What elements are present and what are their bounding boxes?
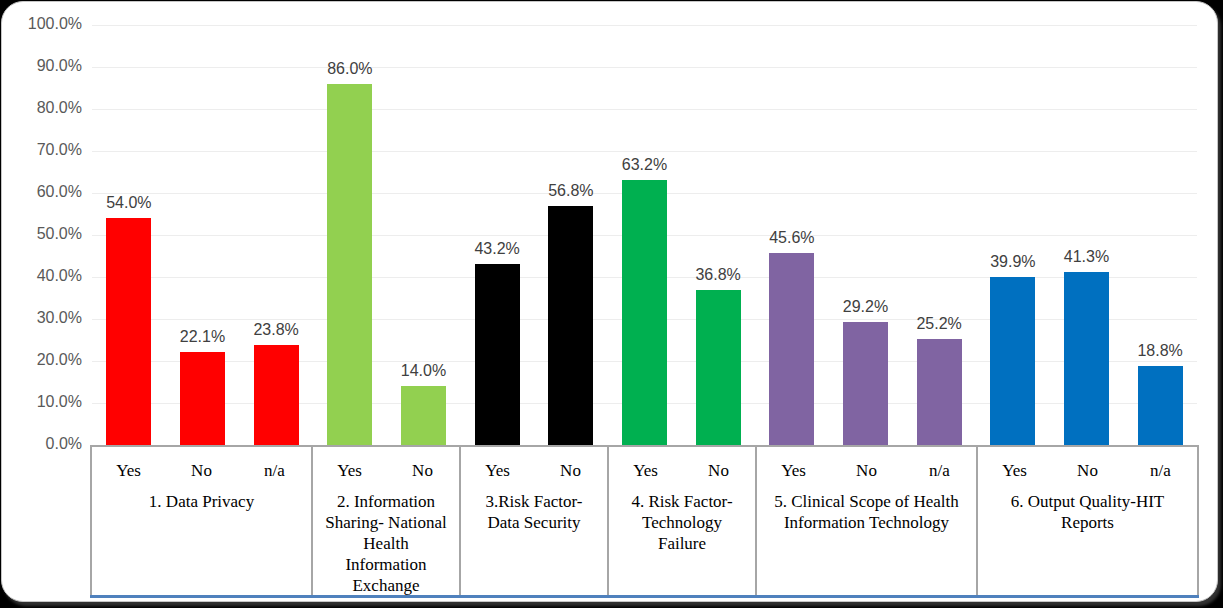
answer-label: No	[534, 461, 607, 481]
category-label-line: Sharing- National	[313, 512, 459, 533]
bar-value-label: 25.2%	[894, 315, 984, 333]
bar	[327, 84, 372, 445]
answer-label: Yes	[461, 461, 534, 481]
category-label-line: 3.Risk Factor-	[461, 491, 607, 512]
y-tick-label: 40.0%	[2, 267, 82, 285]
answer-label: Yes	[978, 461, 1051, 481]
category-label-line: 5. Clinical Scope of Health	[757, 491, 976, 512]
y-tick-label: 100.0%	[2, 15, 82, 33]
category-label: 6. Output Quality-HITReports	[978, 491, 1197, 533]
bar	[843, 322, 888, 445]
bar	[548, 206, 593, 445]
category-cell: YesNo 3.Risk Factor-Data Security	[459, 447, 607, 595]
answer-row: YesNo	[313, 455, 459, 487]
gridline	[92, 109, 1197, 110]
gridline	[92, 67, 1197, 68]
category-label: 4. Risk Factor-TechnologyFailure	[609, 491, 755, 554]
category-label: 1. Data Privacy	[92, 491, 311, 512]
bar-value-label: 43.2%	[452, 240, 542, 258]
answer-row: YesNon/a	[92, 455, 311, 487]
category-label-line: Reports	[978, 512, 1197, 533]
category-label-line: 2. Information	[313, 491, 459, 512]
answer-label: Yes	[609, 461, 682, 481]
y-tick-label: 30.0%	[2, 309, 82, 327]
answer-label: n/a	[1124, 461, 1197, 481]
bar	[917, 339, 962, 445]
bar	[990, 277, 1035, 445]
bar-value-label: 56.8%	[526, 182, 616, 200]
bar-value-label: 18.8%	[1115, 342, 1205, 360]
bar	[1138, 366, 1183, 445]
bar-value-label: 41.3%	[1042, 248, 1132, 266]
answer-label: n/a	[903, 461, 976, 481]
answer-row: YesNo	[461, 455, 607, 487]
plot-area: 54.0%22.1%23.8%86.0%14.0%43.2%56.8%63.2%…	[92, 25, 1197, 445]
category-label-line: 6. Output Quality-HIT	[978, 491, 1197, 512]
bar-value-label: 63.2%	[600, 156, 690, 174]
answer-label: Yes	[313, 461, 386, 481]
bar	[622, 180, 667, 445]
gridline	[92, 151, 1197, 152]
bar-value-label: 45.6%	[747, 229, 837, 247]
answer-label: No	[830, 461, 903, 481]
answer-label: No	[682, 461, 755, 481]
y-tick-label: 50.0%	[2, 225, 82, 243]
category-label-line: Information	[313, 554, 459, 575]
y-tick-label: 90.0%	[2, 57, 82, 75]
chart-frame: 100.0% 90.0% 80.0% 70.0% 60.0% 50.0% 40.0% 30.0…	[1, 1, 1218, 602]
y-tick-label: 70.0%	[2, 141, 82, 159]
category-label-line: Information Technology	[757, 512, 976, 533]
answer-label: No	[386, 461, 459, 481]
y-tick-label: 0.0%	[2, 435, 82, 453]
answer-row: YesNon/a	[757, 455, 976, 487]
category-cell: YesNon/a 1. Data Privacy	[92, 447, 311, 595]
answer-label: No	[165, 461, 238, 481]
category-cell: YesNon/a 5. Clinical Scope of HealthInfor…	[755, 447, 976, 595]
bar	[769, 253, 814, 445]
category-label: 5. Clinical Scope of HealthInformation T…	[757, 491, 976, 533]
bar-value-label: 54.0%	[84, 194, 174, 212]
category-label-line: Data Security	[461, 512, 607, 533]
bar-value-label: 36.8%	[673, 266, 763, 284]
category-label-line: 4. Risk Factor-	[609, 491, 755, 512]
bar-value-label: 23.8%	[231, 321, 321, 339]
category-label-line: Failure	[609, 533, 755, 554]
bar	[475, 264, 520, 445]
bar	[401, 386, 446, 445]
answer-row: YesNon/a	[978, 455, 1197, 487]
bar-value-label: 14.0%	[379, 362, 469, 380]
answer-row: YesNo	[609, 455, 755, 487]
category-label: 3.Risk Factor-Data Security	[461, 491, 607, 533]
y-tick-label: 80.0%	[2, 99, 82, 117]
category-cell: YesNo 2. InformationSharing- NationalHeal…	[311, 447, 459, 595]
bar	[254, 345, 299, 445]
bar-value-label: 86.0%	[305, 60, 395, 78]
bar	[696, 290, 741, 445]
bar-value-label: 29.2%	[821, 298, 911, 316]
category-label-line: 1. Data Privacy	[92, 491, 311, 512]
y-tick-label: 60.0%	[2, 183, 82, 201]
bar	[1064, 272, 1109, 445]
answer-label: No	[1051, 461, 1124, 481]
bar	[106, 218, 151, 445]
y-tick-label: 10.0%	[2, 393, 82, 411]
gridline	[92, 25, 1197, 26]
category-cell: YesNon/a 6. Output Quality-HITReports	[976, 447, 1197, 595]
answer-label: Yes	[757, 461, 830, 481]
category-label-line: Health	[313, 533, 459, 554]
category-label-line: Exchange	[313, 575, 459, 596]
category-cell: YesNo 4. Risk Factor-TechnologyFailure	[607, 447, 755, 595]
answer-label: n/a	[238, 461, 311, 481]
category-label: 2. InformationSharing- NationalHealthInf…	[313, 491, 459, 596]
x-axis-category-table: YesNon/a1. Data PrivacyYesNo2. Informati…	[90, 445, 1199, 595]
bar	[180, 352, 225, 445]
axis-baseline	[90, 595, 1199, 598]
y-tick-label: 20.0%	[2, 351, 82, 369]
answer-label: Yes	[92, 461, 165, 481]
category-label-line: Technology	[609, 512, 755, 533]
